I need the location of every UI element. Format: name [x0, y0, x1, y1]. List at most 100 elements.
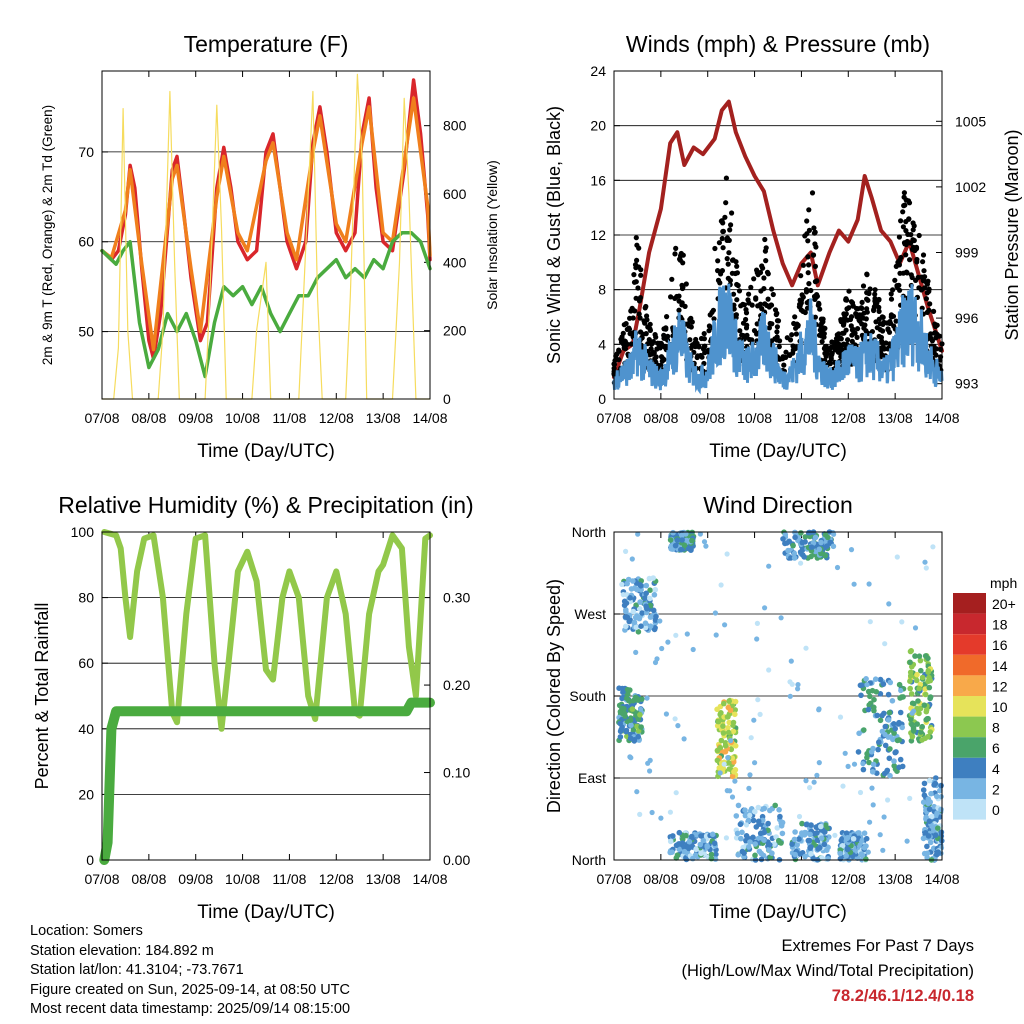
extremes-values: 78.2/46.1/12.4/0.18: [831, 987, 974, 1005]
gust-point: [924, 281, 931, 287]
gust-point: [616, 357, 622, 363]
direction-point: [747, 839, 753, 845]
gust-point: [636, 264, 642, 270]
legend-swatch: [953, 737, 986, 758]
direction-point: [867, 619, 873, 625]
direction-point: [780, 536, 786, 542]
gust-point: [854, 334, 860, 340]
direction-point: [723, 835, 730, 841]
direction-point: [914, 671, 920, 678]
y-tick-label: North: [572, 524, 606, 540]
direction-point: [644, 605, 650, 612]
direction-point: [649, 809, 655, 816]
y2-axis-label: Solar Insolation (Yellow): [484, 160, 500, 310]
gust-point: [932, 321, 938, 327]
direction-point: [795, 682, 801, 688]
gust-point: [888, 291, 894, 297]
direction-point: [922, 691, 929, 698]
gust-point: [838, 336, 844, 342]
plot-frame: [613, 70, 943, 400]
gust-point: [669, 276, 675, 282]
direction-point: [698, 850, 704, 856]
direction-point: [752, 808, 758, 815]
direction-point: [637, 599, 643, 605]
gust-point: [916, 285, 922, 291]
gust-point: [725, 261, 731, 267]
direction-point: [909, 663, 915, 670]
direction-point: [647, 768, 653, 774]
gust-point: [692, 344, 699, 350]
direction-point: [935, 850, 942, 856]
direction-point: [887, 679, 894, 686]
direction-point: [631, 619, 638, 626]
gust-point: [817, 327, 823, 333]
legend-swatch: [953, 799, 986, 820]
legend-label: 0: [992, 802, 1000, 818]
direction-point: [886, 709, 893, 716]
direction-point: [755, 697, 761, 703]
direction-point: [785, 547, 791, 554]
x-tick-label: 08/08: [131, 871, 166, 887]
gust-point: [679, 282, 685, 288]
direction-point: [889, 698, 896, 704]
direction-point: [633, 649, 639, 656]
direction-point: [880, 847, 886, 853]
direction-point: [683, 856, 690, 863]
direction-point: [863, 835, 870, 842]
direction-point: [851, 581, 857, 587]
direction-point: [801, 832, 808, 838]
direction-point: [779, 830, 786, 837]
gust-point: [723, 200, 729, 206]
direction-point: [814, 837, 821, 843]
direction-point: [819, 855, 825, 861]
gust-point: [934, 331, 940, 337]
x-tick-label: 14/08: [924, 410, 959, 426]
gust-point: [770, 291, 776, 298]
gust-point: [643, 303, 649, 310]
direction-point: [652, 586, 659, 593]
gust-point: [638, 272, 644, 278]
direction-point: [870, 761, 877, 768]
direction-point: [647, 587, 653, 593]
direction-point: [714, 723, 721, 729]
direction-point: [623, 623, 629, 630]
direction-point: [908, 716, 914, 723]
direction-point: [831, 531, 837, 537]
direction-point: [920, 835, 927, 842]
gust-point: [658, 362, 664, 368]
gust-point: [821, 331, 827, 337]
gust-point: [623, 321, 629, 327]
direction-point: [722, 748, 729, 755]
direction-point: [765, 820, 771, 827]
gust-point: [874, 325, 880, 331]
gust-point: [858, 313, 864, 319]
direction-point: [679, 537, 685, 543]
direction-point: [623, 548, 629, 555]
direction-point: [728, 738, 734, 744]
direction-point: [899, 619, 905, 625]
direction-point: [732, 707, 738, 713]
gust-point: [717, 280, 723, 286]
gust-point: [761, 275, 767, 281]
direction-point: [797, 851, 803, 857]
gust-point: [905, 231, 911, 237]
direction-point: [750, 834, 756, 841]
direction-point: [802, 534, 809, 540]
gust-point: [921, 268, 927, 274]
speed-legend: mph 20+ 18 16 14 12 10 8 6 4 2 0: [953, 575, 1017, 820]
direction-point: [881, 814, 887, 820]
direction-point: [927, 729, 934, 735]
direction-point: [850, 836, 857, 842]
direction-point: [729, 773, 736, 780]
direction-point: [786, 538, 792, 545]
direction-point: [822, 532, 829, 538]
direction-point: [635, 728, 642, 734]
direction-point: [880, 681, 887, 687]
legend-label: 10: [992, 699, 1008, 715]
direction-point: [633, 624, 640, 630]
direction-point: [790, 542, 796, 549]
y2-tick-label: 0.00: [443, 852, 470, 868]
direction-point: [724, 551, 730, 557]
gust-point: [773, 311, 779, 318]
direction-point: [894, 554, 900, 560]
